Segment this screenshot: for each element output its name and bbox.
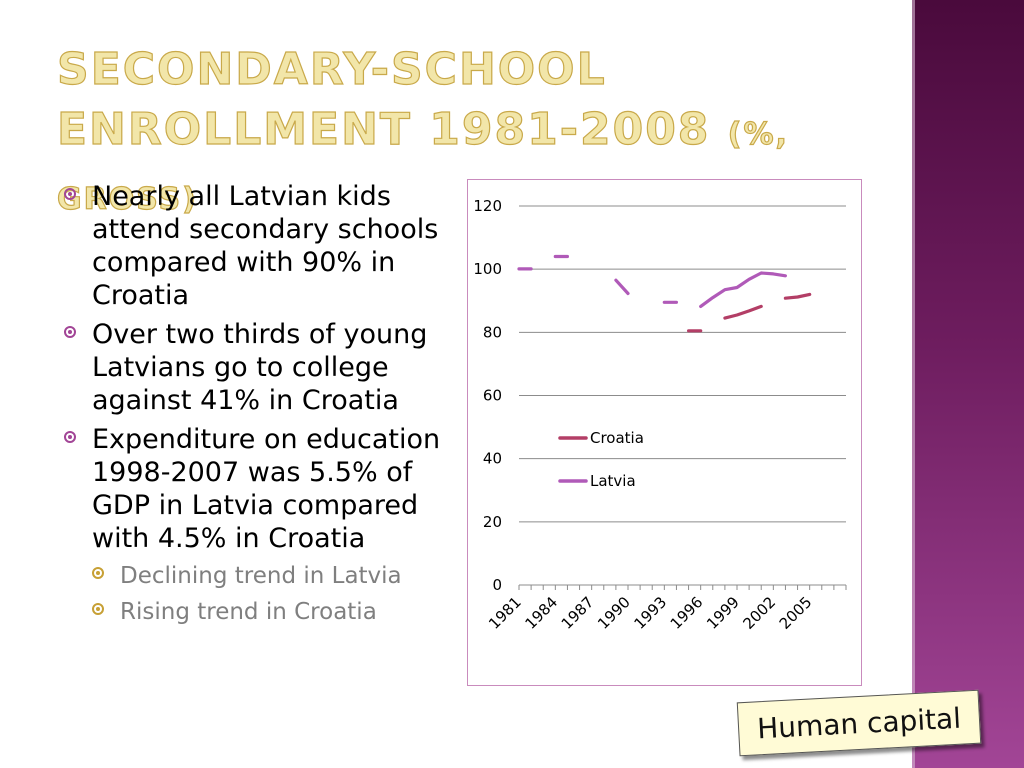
title-line-1: Secondary-school — [56, 43, 607, 95]
y-tick-label: 20 — [483, 513, 502, 531]
bullet-item: Nearly all Latvian kids attend secondary… — [60, 180, 460, 312]
x-tick-label: 1999 — [703, 593, 743, 633]
topic-tag-label: Human capital — [756, 701, 962, 745]
title-unit: (%, gross) — [56, 116, 789, 217]
title-main-text: enrollment 1981-2008 — [56, 103, 711, 155]
decorative-side-band — [912, 0, 1024, 768]
x-tick-label: 1990 — [594, 593, 634, 633]
sub-bullet-icon — [92, 603, 104, 615]
bullet-icon — [64, 326, 76, 338]
x-tick-label: 1984 — [521, 593, 561, 633]
bullet-text: Nearly all Latvian kids attend secondary… — [92, 181, 439, 311]
bullet-item: Over two thirds of young Latvians go to … — [60, 318, 460, 417]
x-tick-label: 2002 — [739, 593, 779, 633]
bullet-icon — [64, 188, 76, 200]
x-tick-label: 1987 — [558, 593, 598, 633]
bullet-icon — [64, 431, 76, 443]
y-tick-label: 100 — [473, 260, 502, 278]
series-line-latvia — [517, 254, 787, 308]
legend-label-croatia: Croatia — [590, 429, 644, 447]
x-tick-label: 1981 — [485, 593, 525, 633]
x-tick-label: 1996 — [667, 593, 707, 633]
sub-bullet-text: Declining trend in Latvia — [120, 563, 402, 589]
title-line-2: enrollment 1981-2008 (%, gross) — [56, 100, 907, 230]
bullet-item: Expenditure on education 1998-2007 was 5… — [60, 423, 460, 555]
chart-frame: 0 20 40 60 80 100 120 1981 1984 1987 1990 1993 1996 1… — [467, 179, 862, 686]
y-tick-label: 80 — [483, 323, 502, 341]
series-line-croatia — [687, 292, 812, 333]
sub-bullet-text: Rising trend in Croatia — [120, 599, 377, 625]
x-tick-label: 1993 — [630, 593, 670, 633]
x-tick-label: 2005 — [776, 593, 816, 633]
y-tick-label: 0 — [492, 576, 502, 594]
bullet-list: Nearly all Latvian kids attend secondary… — [60, 180, 460, 633]
y-tick-label: 120 — [473, 197, 502, 215]
sub-bullet-icon — [92, 567, 104, 579]
sub-bullet-item: Rising trend in Croatia — [88, 597, 460, 627]
slide-title: Secondary-school enrollment 1981-2008 (%… — [56, 40, 907, 230]
bullet-text: Over two thirds of young Latvians go to … — [92, 319, 428, 416]
bullet-text: Expenditure on education 1998-2007 was 5… — [92, 424, 441, 554]
legend-label-latvia: Latvia — [590, 472, 636, 490]
y-tick-label: 40 — [483, 450, 502, 468]
sub-bullet-item: Declining trend in Latvia — [88, 561, 460, 591]
y-tick-label: 60 — [483, 387, 502, 405]
enrollment-line-chart: 0 20 40 60 80 100 120 1981198419871990199319961… — [473, 197, 847, 633]
